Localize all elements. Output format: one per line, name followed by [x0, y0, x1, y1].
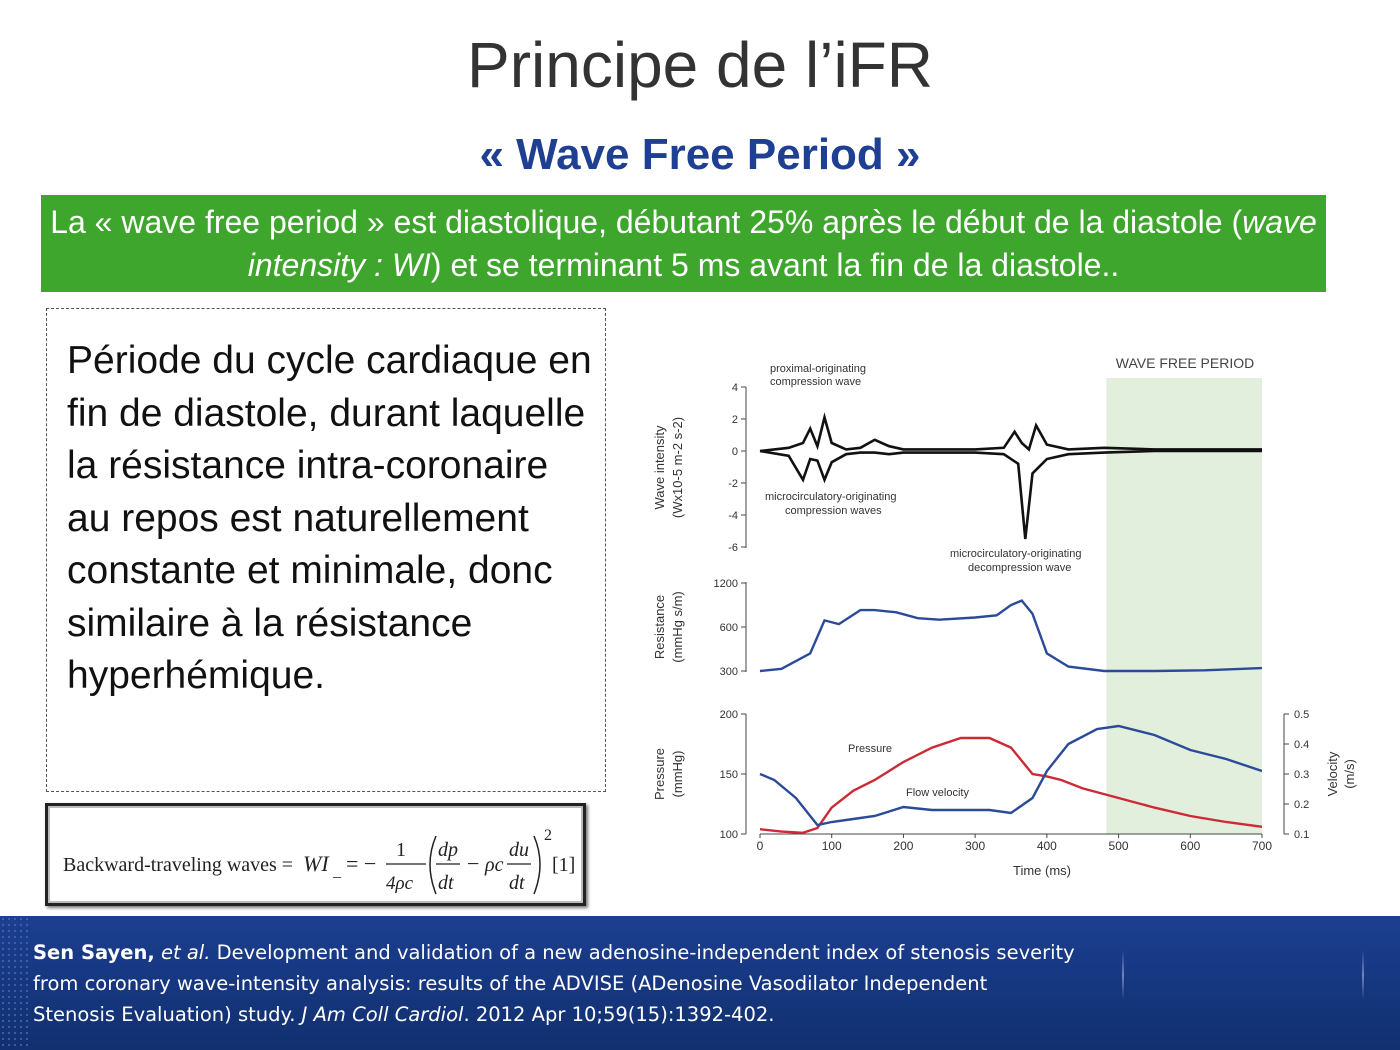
- formula-right-paren: [533, 835, 541, 895]
- y2-tick-label: 0.2: [1294, 799, 1309, 811]
- x-tick-label: 300: [965, 839, 985, 853]
- slide-title: Principe de l’iFR: [467, 29, 933, 101]
- annotation-micro-compression-line2: compression waves: [785, 505, 882, 517]
- y-tick-label-pressure-velocity: 200: [720, 709, 738, 721]
- formula-frac-num: 1: [396, 839, 406, 861]
- x-axis-title: Time (ms): [1013, 863, 1071, 878]
- x-tick-label: 500: [1109, 839, 1129, 853]
- banner-text-part2: ) et se terminant 5 ms avant la fin de l…: [430, 247, 1120, 283]
- description-box: Période du cycle cardiaque en fin de dia…: [46, 308, 606, 792]
- ref-author: Sen Sayen,: [33, 941, 155, 964]
- y-axis-unit-resistance: (mmHg s/m): [670, 591, 685, 663]
- wave-intensity-chart: WAVE FREE PERIOD 4 2 0 -2 -4 -6 Wave intensity…: [652, 355, 1357, 878]
- y2-axis-title: Velocity: [1325, 751, 1340, 796]
- annotation-micro-compression-line1: microcirculatory-originating: [765, 491, 896, 503]
- pressure-series: [759, 736, 1263, 835]
- y-tick-label-wave-intensity: -2: [728, 478, 738, 490]
- y-tick-label-pressure-velocity: 100: [720, 829, 738, 841]
- y-tick-label-wave-intensity: -4: [728, 510, 738, 522]
- ref-line3-start: Stenosis Evaluation) study.: [33, 1003, 302, 1026]
- y-tick-label-wave-intensity: 0: [732, 446, 738, 458]
- banner-text-part1: La « wave free period » est diastolique,…: [50, 204, 1243, 240]
- wave-intensity-series-forward: [759, 412, 1262, 453]
- footer-reference: Sen Sayen, et al. Development and valida…: [33, 937, 1153, 1030]
- annotation-pressure: Pressure: [848, 743, 892, 755]
- wave-intensity-series-backward: [759, 449, 1262, 540]
- y2-tick-label: 0.1: [1294, 829, 1309, 841]
- formula-left-paren: [429, 835, 437, 895]
- formula-rhoc: ρc: [484, 854, 504, 876]
- formula-frac-den: 4ρc: [386, 873, 414, 894]
- series-layer: [759, 412, 1263, 835]
- y2-tick-label: 0.5: [1294, 709, 1309, 721]
- formula-dt2: dt: [509, 872, 525, 894]
- y-tick-label-wave-intensity: 4: [732, 382, 738, 394]
- y-axis-title-resistance: Resistance: [652, 595, 667, 659]
- footer-bar: [0, 916, 1400, 1050]
- annotation-micro-decompression-line1: microcirculatory-originating: [950, 548, 1081, 560]
- annotation-flow-velocity: Flow velocity: [906, 787, 969, 799]
- x-tick-label: 0: [757, 839, 764, 853]
- y-tick-label-pressure-velocity: 150: [720, 769, 738, 781]
- y-tick-label-resistance: 600: [720, 622, 738, 634]
- y2-axis-unit: (m/s): [1342, 759, 1357, 789]
- x-tick-label: 100: [822, 839, 842, 853]
- ref-line2: from coronary wave-intensity analysis: r…: [33, 972, 988, 995]
- flow-velocity-series: [759, 724, 1263, 827]
- resistance-series: [759, 599, 1263, 673]
- formula-dp: dp: [438, 839, 458, 861]
- footer-dot-pattern: [0, 916, 30, 1050]
- annotation-proximal-line1: proximal-originating: [770, 363, 866, 375]
- slide-subtitle: « Wave Free Period »: [479, 130, 921, 179]
- ref-journal: J Am Coll Cardiol: [301, 1003, 464, 1026]
- footer-glint-left: [1122, 950, 1124, 1000]
- y-tick-label-resistance: 300: [720, 666, 738, 678]
- ref-line3-end: . 2012 Apr 10;59(15):1392-402.: [463, 1003, 775, 1026]
- formula-exponent: 2: [544, 827, 552, 844]
- formula-ref: [1]: [552, 854, 575, 876]
- banner-text-italic: wave intensity : WI: [247, 204, 1317, 283]
- x-tick-label: 400: [1037, 839, 1057, 853]
- x-tick-label: 200: [893, 839, 913, 853]
- formula-lhs: WI: [303, 851, 330, 876]
- formula-equation: Backward-traveling waves = WI _ = − 1 4ρ…: [63, 827, 575, 895]
- y-tick-label-resistance: 1200: [714, 578, 738, 590]
- formula-minus: −: [467, 851, 479, 876]
- x-tick-label: 700: [1252, 839, 1272, 853]
- axes-layer: 4 2 0 -2 -4 -6 Wave intensity (Wx10-5 m-2 s-2) 1…: [652, 382, 1357, 853]
- y2-tick-label: 0.4: [1294, 739, 1309, 751]
- wave-free-period-shading: [1106, 378, 1262, 834]
- formula-dt: dt: [438, 872, 454, 894]
- ref-etal: et al.: [154, 941, 211, 964]
- y-tick-label-wave-intensity: -6: [728, 542, 738, 554]
- formula-label: Backward-traveling waves =: [63, 854, 293, 876]
- y-tick-label-wave-intensity: 2: [732, 414, 738, 426]
- annotation-proximal-line2: compression wave: [770, 376, 861, 388]
- formula-box: Backward-traveling waves = WI _ = − 1 4ρ…: [45, 803, 586, 906]
- formula-du: du: [509, 839, 529, 861]
- formula-lhs-sub: _: [332, 863, 342, 880]
- y-axis-unit-pressure-velocity: (mmHg): [670, 751, 685, 798]
- y-axis-title-pressure-velocity: Pressure: [652, 748, 667, 800]
- x-tick-label: 600: [1180, 839, 1200, 853]
- footer-glint-right: [1362, 950, 1364, 1000]
- description-text: Période du cycle cardiaque en fin de dia…: [67, 339, 592, 697]
- formula-equals: = −: [346, 851, 376, 876]
- definition-banner: La « wave free period » est diastolique,…: [41, 195, 1326, 292]
- y-axis-title-wave-intensity: Wave intensity: [652, 425, 667, 510]
- y2-tick-label: 0.3: [1294, 769, 1309, 781]
- annotation-micro-decompression-line2: decompression wave: [968, 562, 1071, 574]
- y-axis-unit-wave-intensity: (Wx10-5 m-2 s-2): [670, 417, 685, 518]
- wave-free-period-label: WAVE FREE PERIOD: [1116, 355, 1254, 371]
- ref-line1: Development and validation of a new aden…: [210, 941, 1075, 964]
